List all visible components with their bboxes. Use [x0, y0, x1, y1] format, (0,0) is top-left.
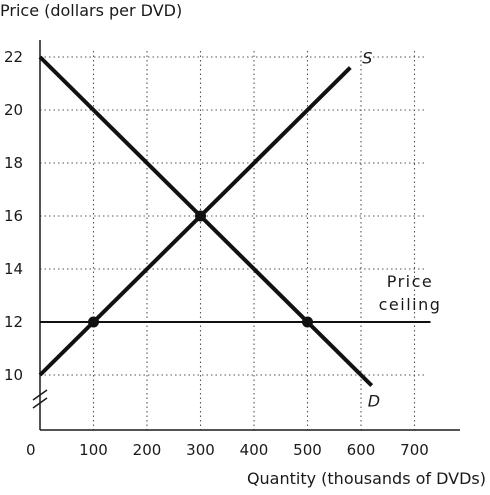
intersection-points: [88, 210, 313, 328]
x-tick-label: 500: [293, 441, 322, 459]
x-axis-title: Quantity (thousands of DVDs): [247, 469, 486, 488]
x-tick-label: 300: [186, 441, 215, 459]
y-tick-label: 10: [4, 366, 23, 384]
price-ceiling-label-line2: ceiling: [379, 295, 442, 314]
demand-label: D: [368, 392, 380, 411]
x-tick-label: 200: [133, 441, 162, 459]
y-tick-label: 22: [4, 48, 23, 66]
y-tick-label: 14: [4, 260, 23, 278]
y-tick-label: 18: [4, 154, 23, 172]
y-axis-break: [32, 389, 48, 409]
intersection-point: [88, 316, 99, 328]
x-tick-label: 700: [400, 441, 429, 459]
supply-curve: [38, 66, 352, 377]
demand-curve: [38, 55, 374, 388]
y-tick-label: 20: [4, 101, 23, 119]
intersection-point: [195, 210, 206, 222]
origin-label: 0: [26, 441, 36, 459]
y-axis-title: Price (dollars per DVD): [0, 1, 182, 20]
y-tick-label: 12: [4, 313, 23, 331]
series: S D Price ceiling: [38, 49, 442, 411]
x-tick-label: 600: [347, 441, 376, 459]
supply-label: S: [362, 49, 372, 68]
grid: [40, 51, 427, 430]
axes: [32, 40, 460, 431]
x-tick-label: 100: [79, 441, 108, 459]
price-ceiling-label-line1: Price: [387, 272, 434, 291]
x-tick-label: 400: [240, 441, 269, 459]
tick-labels: 10 12 14 16 18 20 22 100 200 300 400 500 600 700: [4, 48, 429, 459]
intersection-point: [302, 316, 313, 328]
y-tick-label: 16: [4, 207, 23, 225]
